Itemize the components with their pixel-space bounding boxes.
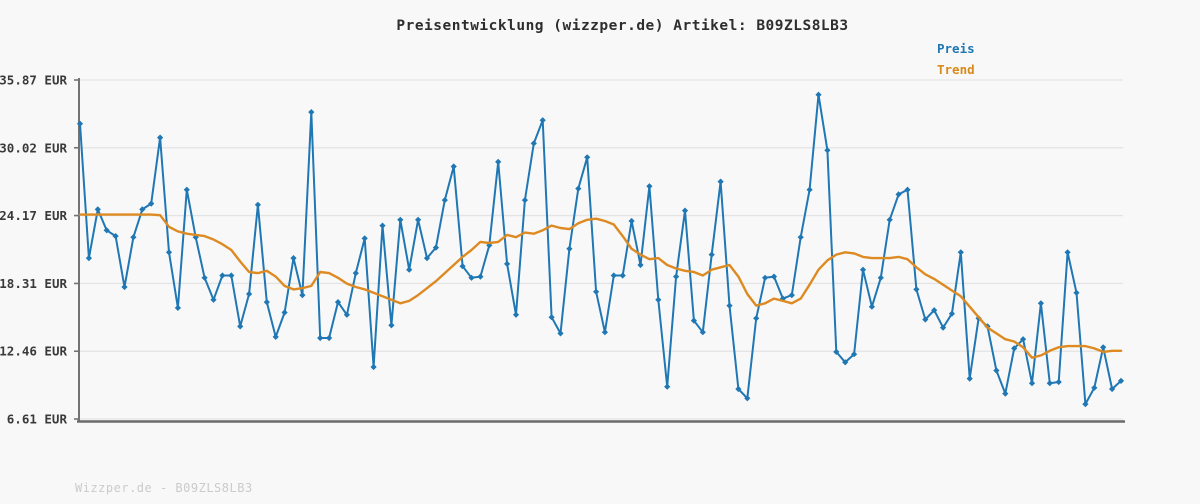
y-axis-tick-label: 6.61 EUR [7,412,68,427]
footer-watermark: Wizzper.de - B09ZLS8LB3 [75,481,253,495]
y-axis-tick-label: 30.02 EUR [0,140,67,155]
preis-markers [76,91,1125,408]
chart-title: Preisentwicklung (wizzper.de) Artikel: B… [396,18,849,34]
y-axis-tick-label: 18.31 EUR [0,276,67,291]
chart-legend: Preis Trend [937,38,975,80]
y-axis-tick-label: 35.87 EUR [0,73,67,88]
trend-line [78,213,1123,359]
y-axis-tick-label: 24.17 EUR [0,208,67,223]
legend-trend-label: Trend [937,62,975,77]
legend-preis-label: Preis [937,41,975,56]
preis-line [79,93,1122,406]
y-axis-tick-label: 12.46 EUR [0,344,67,359]
